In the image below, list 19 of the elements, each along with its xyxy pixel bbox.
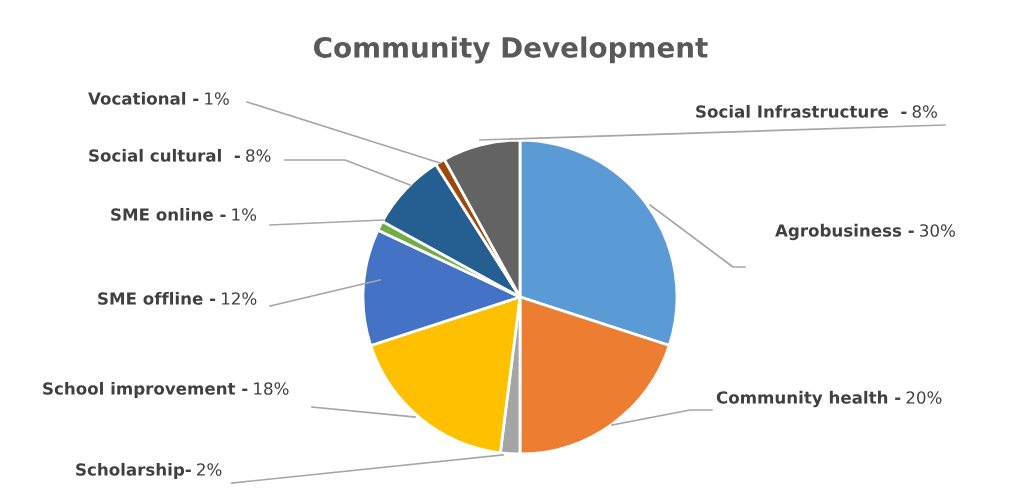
data-label: 2%: [197, 463, 222, 476]
slice-label: Social cultural -: [89, 148, 240, 162]
slice-label: School improvement -: [43, 381, 248, 399]
chart-title: Community Development: [314, 36, 708, 64]
data-label: 8%: [246, 149, 271, 162]
data-label: 20%: [906, 391, 942, 404]
data-label: 30%: [920, 224, 955, 237]
data-label: 18%: [254, 382, 289, 395]
data-label: 8%: [912, 105, 937, 118]
slice-label: Vocational -: [88, 91, 199, 105]
slice-label: Social Infrastructure -: [696, 104, 907, 118]
slice-label: Scholarship-: [76, 462, 191, 480]
slice-label: SME online -: [111, 207, 226, 221]
data-label: 1%: [232, 208, 257, 221]
slice-label: SME offline -: [98, 291, 216, 305]
data-label: 1%: [205, 92, 229, 105]
slice-label: Community health -: [716, 390, 901, 408]
data-label: 12%: [222, 292, 257, 305]
slice-label: Agrobusiness -: [775, 223, 914, 241]
